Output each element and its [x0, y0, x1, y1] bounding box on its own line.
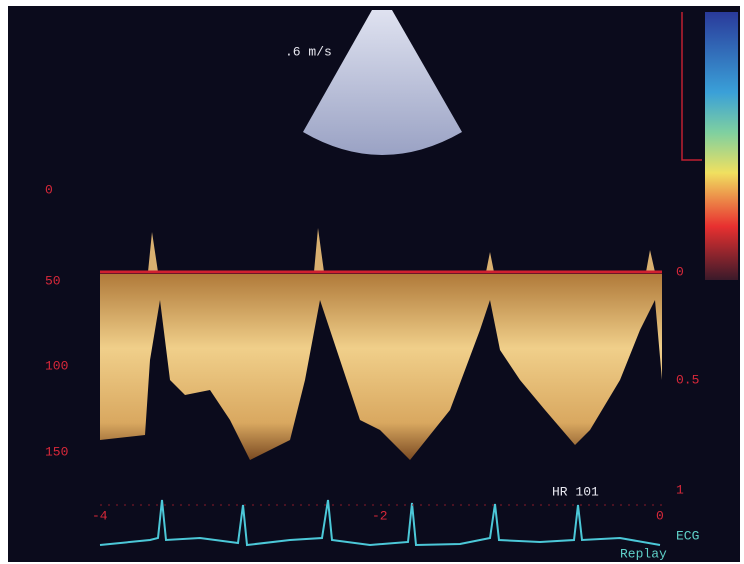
- depth-label: 150: [45, 444, 68, 459]
- velocity-label: .6 m/s: [285, 44, 332, 59]
- mode-label: Replay: [620, 546, 667, 561]
- time-label: 0: [656, 508, 664, 523]
- velocity-scale-label: 1: [676, 482, 684, 497]
- time-label: -4: [92, 508, 108, 523]
- time-label: -2: [372, 508, 388, 523]
- ultrasound-screen: .6 m/s 0 50 100 150 0 0.5 1 -4 -2 0 HR 1…: [0, 0, 744, 564]
- depth-label: 100: [45, 358, 68, 373]
- ecg-label: ECG: [676, 528, 699, 543]
- velocity-scale-label: 0: [676, 264, 684, 279]
- velocity-scale-label: 0.5: [676, 372, 699, 387]
- color-bar: [705, 12, 738, 280]
- heart-rate: HR 101: [552, 484, 599, 499]
- depth-label: 0: [45, 182, 53, 197]
- depth-label: 50: [45, 273, 61, 288]
